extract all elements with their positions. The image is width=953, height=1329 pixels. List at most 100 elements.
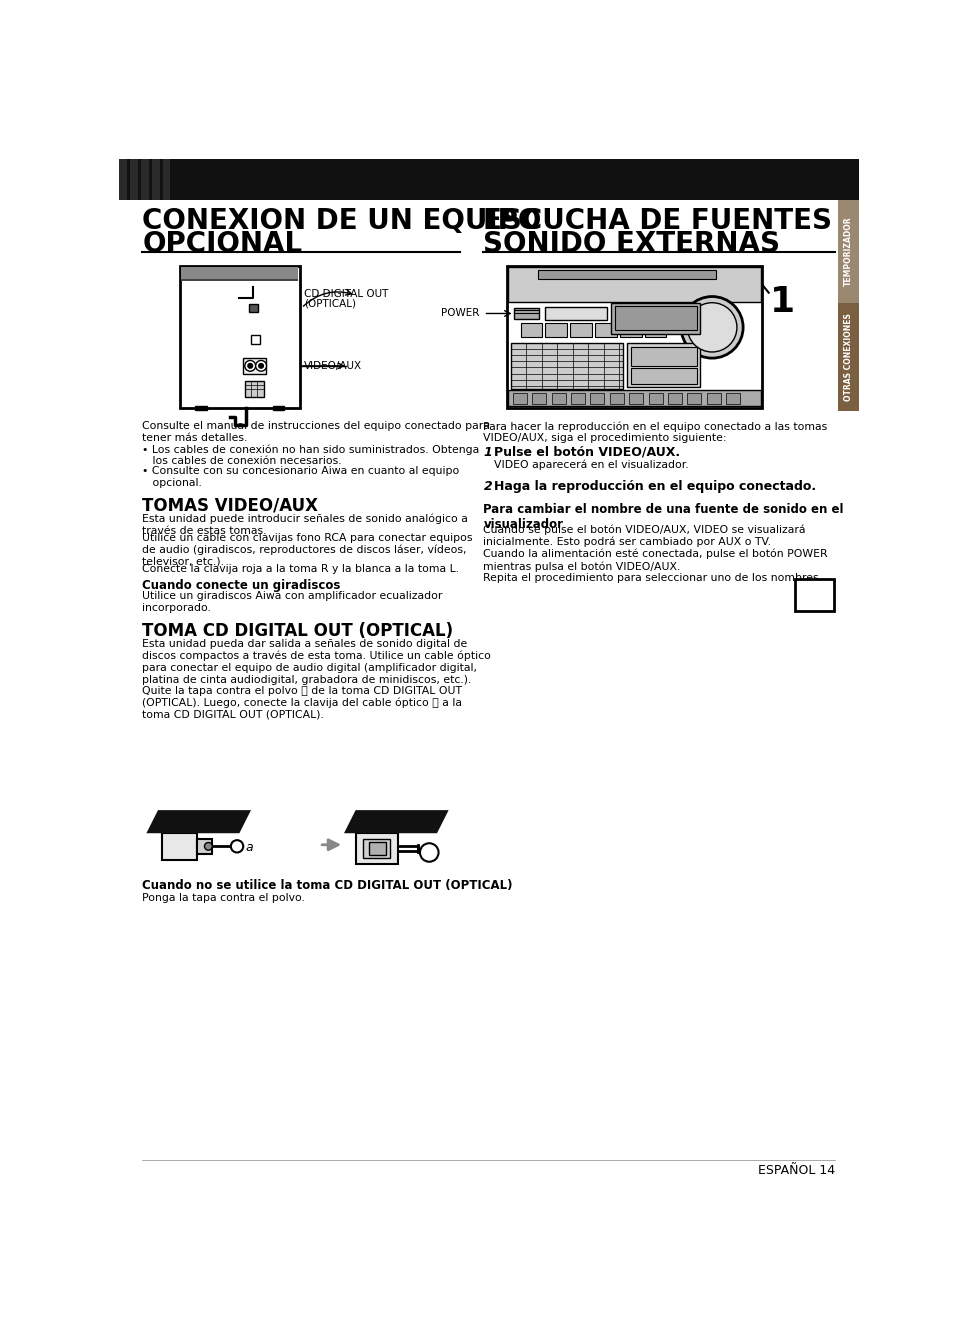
Polygon shape [344,811,448,833]
Text: TOMA CD DIGITAL OUT (OPTICAL): TOMA CD DIGITAL OUT (OPTICAL) [142,622,453,641]
Circle shape [231,840,243,852]
Bar [619,323,641,338]
Bar [510,343,622,389]
Bar [629,393,642,404]
Bar [181,279,298,282]
Bar [196,839,212,855]
Bar [514,308,538,319]
Text: VIDEO/AUX: VIDEO/AUX [303,361,361,371]
Bar [243,358,266,373]
Circle shape [419,843,438,861]
Bar [355,833,397,864]
Bar [611,303,700,334]
Bar [545,323,567,338]
Bar [630,347,696,365]
Text: a: a [245,841,253,855]
Bar [644,323,666,338]
Bar [369,841,385,855]
Text: OTRAS CONEXIONES: OTRAS CONEXIONES [842,314,852,401]
Text: CD DIGITAL OUT: CD DIGITAL OUT [363,812,438,821]
Text: Esta unidad pueda dar salida a señales de sonido digital de
discos compactos a t: Esta unidad pueda dar salida a señales d… [142,639,491,720]
Text: CD DIGITAL OUT: CD DIGITAL OUT [166,812,241,821]
Bar [162,833,196,860]
Bar [794,579,833,611]
Bar [837,303,858,411]
Bar [179,266,299,408]
Text: SONIDO EXTERNAS: SONIDO EXTERNAS [483,230,780,258]
Bar [630,368,696,384]
Text: Utilice un cable con clavijas fono RCA para conectar equipos
de audio (giradisco: Utilice un cable con clavijas fono RCA p… [142,533,473,566]
Text: Para hacer la reproducción en el equipo conectado a las tomas
VIDEO/AUX, siga el: Para hacer la reproducción en el equipo … [483,421,827,444]
Text: TEMPORIZADOR: TEMPORIZADOR [842,217,852,286]
Text: Ponga la tapa contra el polvo.: Ponga la tapa contra el polvo. [142,893,305,904]
Text: VIDEO aparecerá en el visualizador.: VIDEO aparecerá en el visualizador. [494,460,688,470]
Bar [648,393,661,404]
Text: Cuando conecte un giradiscos: Cuando conecte un giradiscos [142,579,340,593]
Text: Conecte la clavija roja a la toma R y la blanca a la toma L.: Conecte la clavija roja a la toma R y la… [142,563,459,574]
Text: 2: 2 [483,480,492,493]
Circle shape [255,360,266,371]
Text: • Los cables de conexión no han sido suministrados. Obtenga
   los cables de con: • Los cables de conexión no han sido sum… [142,444,479,466]
Bar [706,393,720,404]
Bar [195,405,207,409]
Text: POWER: POWER [441,308,479,318]
Bar [363,839,390,859]
Bar [545,307,607,320]
Bar [609,393,623,404]
Bar [251,335,259,343]
Bar [595,323,617,338]
Bar [506,266,761,408]
Bar [520,323,542,338]
Text: Para cambiar el nombre de una fuente de sonido en el
visualizador: Para cambiar el nombre de una fuente de … [483,502,843,530]
Bar [551,393,565,404]
Text: 1: 1 [769,284,795,319]
Bar [130,159,137,199]
Text: Cuando se pulse el botón VIDEO/AUX, VIDEO se visualizará
inicialmente. Esto podr: Cuando se pulse el botón VIDEO/AUX, VIDE… [483,525,827,583]
Circle shape [680,296,742,358]
Text: ESPAÑOL 14: ESPAÑOL 14 [758,1164,835,1177]
Bar [570,323,592,338]
Bar [571,393,584,404]
Text: b: b [425,847,433,859]
Bar [152,159,159,199]
Bar [686,393,700,404]
Text: Haga la reproducción en el equipo conectado.: Haga la reproducción en el equipo conect… [494,480,816,493]
Bar [590,393,604,404]
Text: Utilice un giradiscos Aiwa con amplificador ecualizador
incorporado.: Utilice un giradiscos Aiwa con amplifica… [142,591,442,613]
Circle shape [245,360,255,371]
Text: Pulse el botón VIDEO/AUX.: Pulse el botón VIDEO/AUX. [494,447,679,459]
Text: 1: 1 [483,447,492,459]
Polygon shape [146,811,251,833]
Text: E: E [804,581,823,609]
Text: OTRAS CONEXIONES: OTRAS CONEXIONES [233,173,393,186]
Bar [245,381,264,396]
Bar [667,393,681,404]
Text: Esta unidad puede introducir señales de sonido analógico a
través de estas tomas: Esta unidad puede introducir señales de … [142,514,468,536]
Bar [249,304,257,312]
Circle shape [258,364,263,368]
Text: OPCIONAL: OPCIONAL [142,230,302,258]
Bar [119,159,858,199]
Bar [508,267,760,302]
Bar [162,159,171,199]
Bar [725,393,740,404]
Bar [141,159,149,199]
Text: • Consulte con su concesionario Aiwa en cuanto al equipo
   opcional.: • Consulte con su concesionario Aiwa en … [142,466,459,488]
Text: ESCUCHA DE FUENTES DE: ESCUCHA DE FUENTES DE [483,207,883,235]
Text: TOMAS VIDEO/AUX: TOMAS VIDEO/AUX [142,497,318,514]
Text: Cuando no se utilice la toma CD DIGITAL OUT (OPTICAL): Cuando no se utilice la toma CD DIGITAL … [142,880,513,893]
Bar [513,393,526,404]
Bar [615,306,696,331]
Bar [837,199,858,303]
Bar [537,270,716,279]
Bar [508,391,760,405]
Bar [119,159,127,199]
Circle shape [686,303,736,352]
Circle shape [248,364,253,368]
Text: CD DIGITAL OUT: CD DIGITAL OUT [303,288,388,299]
Bar [181,267,298,279]
Text: Consulte el manual de instrucciones del equipo conectado para
tener más detalles: Consulte el manual de instrucciones del … [142,421,490,443]
Text: (OPTICAL): (OPTICAL) [363,821,411,831]
Text: CONEXION DE UN EQUIPO: CONEXION DE UN EQUIPO [142,207,541,235]
Bar [626,343,700,387]
